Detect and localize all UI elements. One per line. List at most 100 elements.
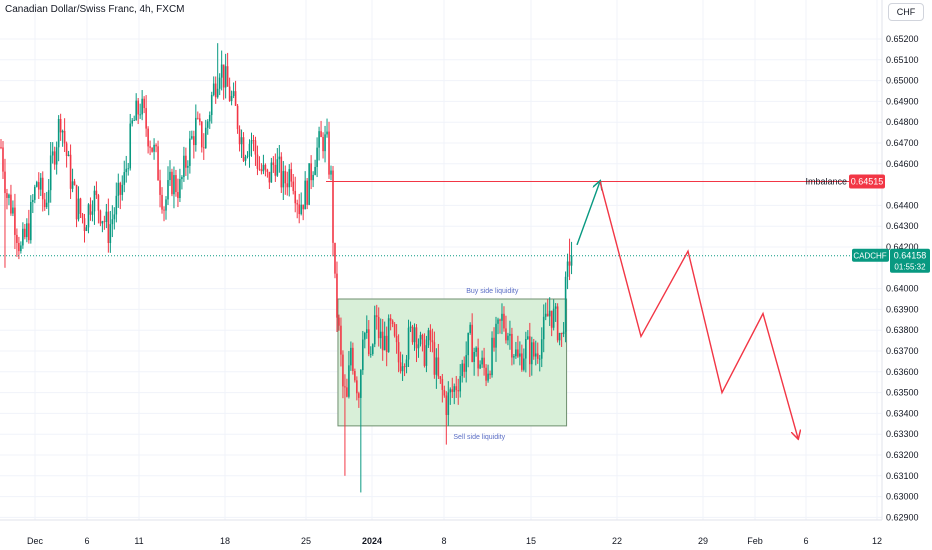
candle-body — [37, 182, 40, 190]
candle-body — [409, 326, 412, 328]
candle-body — [266, 169, 269, 172]
candle-body — [542, 316, 545, 340]
candle-body — [195, 117, 197, 146]
candle-body — [564, 276, 567, 332]
candle-body — [286, 183, 289, 188]
candle-body — [75, 185, 78, 220]
x-tick-label: 25 — [301, 536, 311, 546]
candle-body — [8, 194, 10, 198]
candle-body — [403, 366, 406, 368]
candle-body — [527, 336, 529, 339]
candle-body — [121, 184, 124, 195]
x-tick-label: 6 — [84, 536, 89, 546]
candle-body — [18, 242, 20, 252]
candle-body — [558, 332, 561, 341]
candle-body — [155, 144, 157, 147]
candle-body — [246, 155, 249, 157]
candle-body — [125, 168, 128, 173]
candle-body — [525, 338, 527, 359]
y-tick-label: 0.62900 — [886, 512, 919, 522]
x-tick-label: 12 — [872, 536, 882, 546]
candle-body — [85, 227, 88, 232]
candle-body — [177, 192, 179, 199]
candle-body — [59, 118, 62, 133]
candle-body — [204, 127, 207, 149]
candle-body — [117, 182, 120, 196]
candle-body — [439, 376, 442, 379]
symbol-label: CADCHF — [853, 252, 886, 261]
candle-body — [511, 333, 513, 358]
x-tick-label: 22 — [612, 536, 622, 546]
candle-body — [534, 353, 537, 357]
candle-body — [487, 373, 489, 381]
candle-body — [2, 147, 4, 172]
candle-body — [431, 340, 434, 343]
candle-body — [423, 339, 426, 366]
candle-body — [47, 190, 50, 203]
candle-body — [272, 162, 275, 165]
candle-body — [550, 310, 553, 328]
candle-body — [429, 330, 432, 341]
candle-body — [127, 168, 130, 170]
candle-body — [103, 221, 106, 223]
candle-body — [517, 349, 519, 357]
candle-body — [469, 324, 471, 333]
candle-body — [451, 389, 454, 392]
candle-body — [65, 143, 68, 156]
candle-body — [365, 329, 368, 333]
candle-body — [53, 151, 56, 165]
liquidity-zone-box — [337, 298, 568, 427]
candle-body — [234, 91, 237, 106]
y-tick-label: 0.65000 — [886, 76, 919, 86]
current-price-label: 0.64158 — [894, 251, 927, 261]
candle-body — [107, 211, 110, 243]
candle-body — [159, 180, 161, 195]
price-axis[interactable]: 0.65200 0.65100 0.65000 0.64900 0.64800 0.647… — [849, 0, 930, 522]
time-axis[interactable]: Dec 6 11 18 25 2024 8 15 22 29 Feb 6 12 — [0, 519, 882, 546]
candle-body — [320, 131, 322, 137]
currency-button[interactable]: CHF — [888, 3, 924, 21]
candle-body — [540, 339, 543, 359]
y-tick-label: 0.64300 — [886, 221, 919, 231]
candle-body — [519, 353, 521, 357]
candle-body — [437, 357, 440, 377]
candle-body — [45, 202, 48, 208]
x-tick-label: 18 — [220, 536, 230, 546]
candle-body — [288, 169, 291, 188]
projection-up-arrow — [576, 181, 600, 246]
candle-body — [326, 131, 328, 135]
candle-body — [340, 325, 342, 355]
x-tick-label: 6 — [803, 536, 808, 546]
candle-body — [548, 310, 551, 317]
candle-body — [210, 94, 213, 116]
candle-body — [493, 337, 495, 348]
candle-body — [143, 98, 145, 109]
candle-body — [10, 194, 12, 214]
candle-body — [475, 347, 477, 352]
candle-body — [33, 186, 36, 200]
sell-side-liquidity-label: Sell side liquidity — [453, 434, 505, 441]
candle-body — [536, 353, 539, 359]
candle-body — [151, 147, 153, 152]
x-tick-label: 2024 — [362, 536, 382, 546]
candle-body — [79, 198, 82, 214]
candle-body — [505, 328, 507, 341]
candle-body — [491, 337, 493, 376]
candle-body — [530, 342, 533, 365]
candle-body — [129, 123, 132, 169]
candle-body — [304, 180, 306, 210]
candle-body — [369, 353, 372, 355]
y-tick-label: 0.63000 — [886, 492, 919, 502]
candle-body — [179, 179, 181, 199]
candle-body — [81, 213, 84, 219]
candle-body — [55, 147, 58, 165]
candle-body — [324, 134, 326, 152]
candle-body — [250, 140, 253, 144]
candle-body — [479, 364, 481, 369]
candle-body — [459, 376, 462, 392]
candle-body — [354, 371, 356, 381]
candle-body — [300, 204, 302, 215]
candle-body — [344, 386, 346, 388]
y-tick-label: 0.63200 — [886, 450, 919, 460]
